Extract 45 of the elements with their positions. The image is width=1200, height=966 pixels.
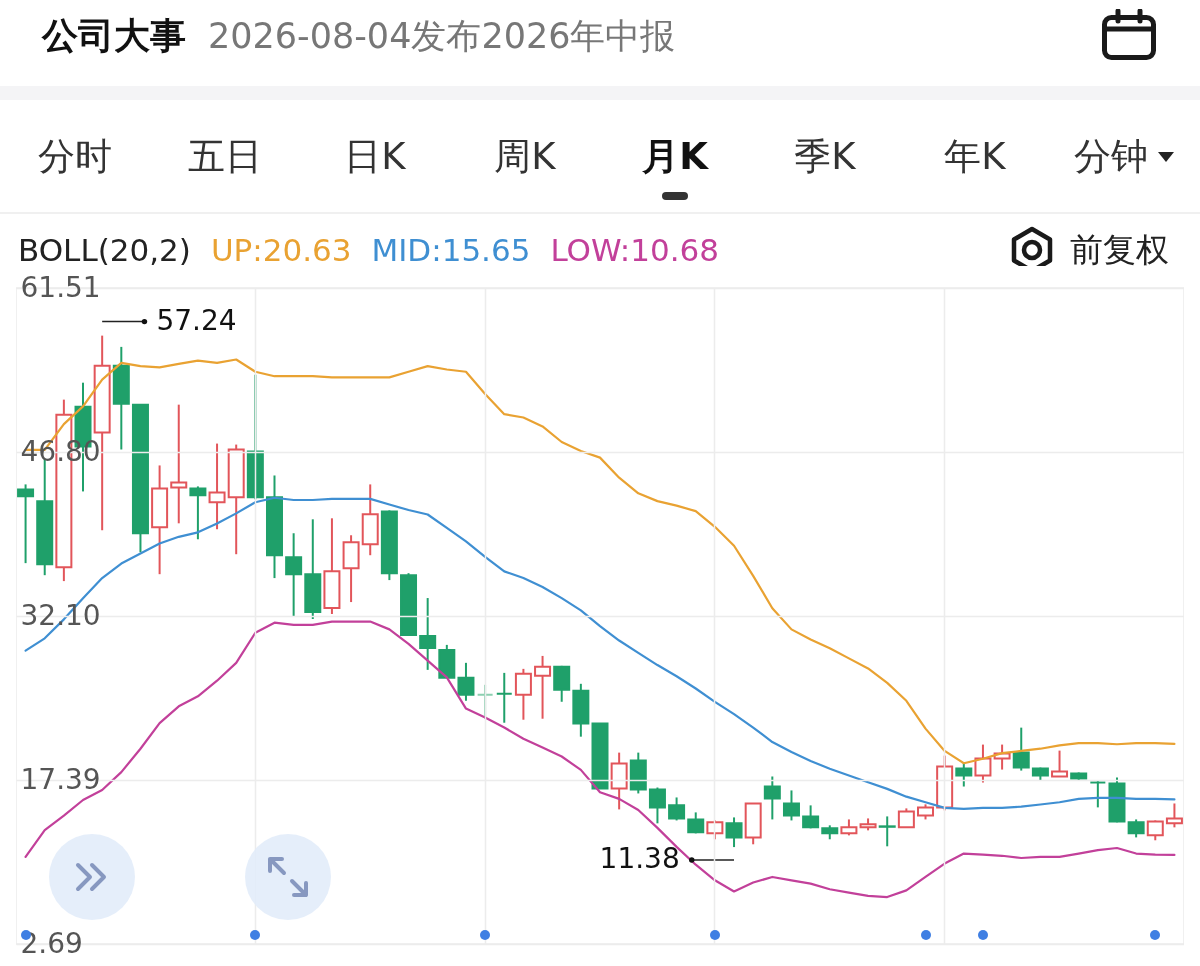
candlestick: [668, 796, 686, 822]
candlestick: [955, 762, 973, 788]
candlestick: [17, 483, 35, 565]
y-tick-label: 61.51: [20, 270, 101, 304]
text: 日K: [344, 134, 406, 180]
candlestick: [419, 597, 437, 671]
candlestick: [763, 775, 781, 821]
candlestick: [1146, 819, 1164, 842]
text: 年K: [944, 134, 1006, 180]
text: 分时: [38, 134, 112, 180]
candlestick: [534, 654, 552, 720]
text: 季K: [794, 134, 856, 180]
candlestick: [1012, 726, 1030, 772]
annotation: 57.24: [156, 303, 237, 337]
text: LOW:10.68: [550, 232, 720, 268]
text: MID:15.65: [371, 232, 531, 268]
text: 前复权: [1070, 228, 1169, 271]
candlestick: [878, 815, 896, 848]
candlestick: [1089, 779, 1107, 809]
y-tick-label: 2.69: [20, 926, 83, 960]
text: 月K: [642, 134, 708, 180]
line-series: [24, 496, 1176, 811]
text: UP:20.63: [210, 232, 352, 268]
candlestick: [1051, 749, 1069, 778]
candlestick: [782, 789, 800, 822]
chart-subtitle: 2026-08-04发布2026年中报: [208, 14, 676, 58]
candlestick: [553, 664, 571, 703]
y-tick-label: 17.39: [20, 762, 101, 796]
annotation: 11.38: [599, 842, 680, 876]
chart-title: 公司大事: [42, 13, 186, 58]
candlestick: [495, 671, 513, 724]
candlestick: [170, 403, 188, 525]
text: 周K: [494, 134, 556, 180]
candlestick: [457, 661, 475, 702]
text: 分钟: [1074, 134, 1148, 180]
candlestick: [285, 532, 303, 618]
candlestick: [208, 442, 226, 531]
candlestick: [897, 807, 915, 829]
legend-title: BOLL(20,2): [18, 232, 191, 268]
candlestick: [725, 816, 743, 849]
candlestick: [514, 667, 532, 721]
candlestick: [476, 683, 494, 720]
candlestick: [648, 786, 666, 825]
text: 五日: [188, 134, 262, 180]
candlestick: [189, 485, 207, 541]
